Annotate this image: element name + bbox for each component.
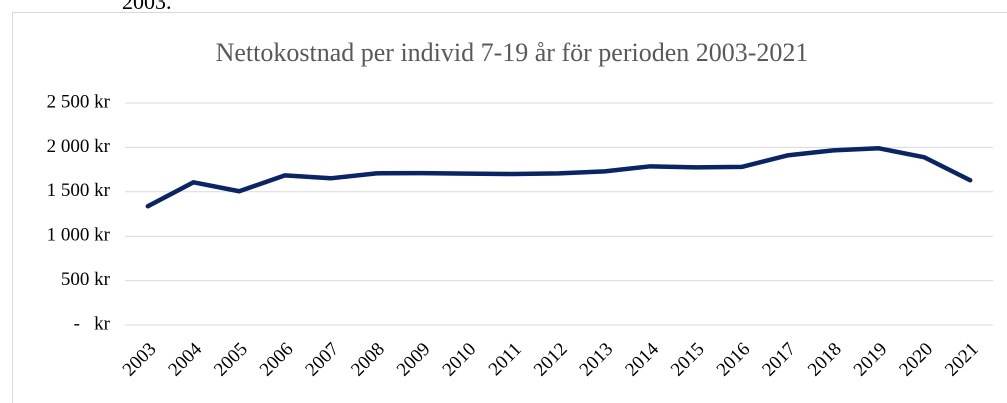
x-tick-label: 2016: [713, 339, 755, 381]
x-tick-label: 2007: [301, 339, 343, 381]
cropped-caption: 2003.: [122, 0, 172, 14]
x-tick-label: 2021: [941, 339, 983, 381]
x-tick-label: 2003: [119, 339, 161, 381]
y-tick-label: - kr: [74, 313, 111, 334]
x-tick-label: 2006: [256, 339, 298, 381]
x-tick-label: 2010: [439, 339, 481, 381]
x-tick-label: 2020: [895, 339, 937, 381]
x-tick-label: 2014: [621, 338, 663, 380]
chart-title: Nettokostnad per individ 7-19 år för per…: [216, 38, 809, 67]
x-tick-label: 2017: [758, 339, 800, 381]
x-tick-label: 2018: [804, 339, 846, 381]
line-series: [145, 146, 973, 209]
x-tick-label: 2004: [164, 338, 206, 380]
y-tick-label: 1 500 kr: [47, 180, 111, 201]
x-tick-label: 2008: [347, 339, 389, 381]
x-tick-label: 2005: [210, 339, 252, 381]
y-tick-label: 2 500 kr: [47, 91, 111, 112]
y-tick-label: 2 000 kr: [47, 136, 111, 157]
x-tick-label: 2015: [667, 339, 709, 381]
chart-border: [12, 12, 1007, 403]
x-tick-label: 2012: [530, 339, 572, 381]
x-tick-label: 2009: [393, 339, 435, 381]
x-tick-label: 2013: [576, 339, 618, 381]
y-tick-label: 1 000 kr: [47, 225, 111, 246]
x-tick-label: 2011: [485, 339, 526, 380]
y-tick-label: 500 kr: [61, 269, 111, 290]
x-tick-label: 2019: [850, 339, 892, 381]
